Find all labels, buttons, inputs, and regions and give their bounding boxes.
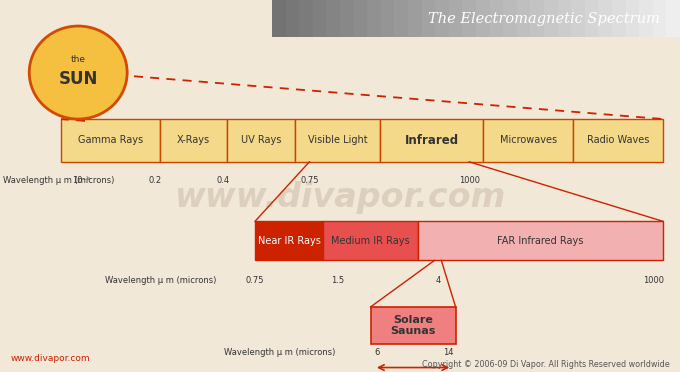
Bar xyxy=(255,221,323,260)
Bar xyxy=(490,0,505,37)
Bar xyxy=(394,0,409,37)
Text: Visible Light: Visible Light xyxy=(307,135,367,145)
Bar xyxy=(227,119,294,162)
Bar xyxy=(483,119,573,162)
Text: Copyright © 2006-09 Di Vapor. All Rights Reserved worldwide: Copyright © 2006-09 Di Vapor. All Rights… xyxy=(422,360,670,369)
Bar xyxy=(61,119,160,162)
Text: Medium IR Rays: Medium IR Rays xyxy=(331,236,410,246)
Bar xyxy=(160,119,227,162)
Bar xyxy=(558,0,573,37)
Bar xyxy=(598,0,613,37)
Text: Wavelength μ m (microns): Wavelength μ m (microns) xyxy=(105,276,217,285)
Text: 1.5: 1.5 xyxy=(331,276,345,285)
Text: www.divapor.com: www.divapor.com xyxy=(174,181,506,214)
Ellipse shape xyxy=(29,26,127,119)
Text: Radio Waves: Radio Waves xyxy=(587,135,649,145)
Bar xyxy=(435,0,450,37)
Bar xyxy=(354,0,369,37)
Text: 1000: 1000 xyxy=(643,276,664,285)
Bar xyxy=(530,0,545,37)
Bar xyxy=(367,0,382,37)
Text: Wavelength μ m (microns): Wavelength μ m (microns) xyxy=(3,176,115,185)
Bar xyxy=(449,0,464,37)
Bar xyxy=(653,0,668,37)
Text: 0.75: 0.75 xyxy=(300,176,319,185)
Bar xyxy=(323,221,418,260)
Text: 0.2: 0.2 xyxy=(148,176,162,185)
Bar xyxy=(408,0,423,37)
Text: 4: 4 xyxy=(435,276,441,285)
Bar xyxy=(666,0,680,37)
Bar xyxy=(326,0,341,37)
Bar xyxy=(476,0,491,37)
Bar xyxy=(639,0,654,37)
Bar xyxy=(612,0,627,37)
Text: Microwaves: Microwaves xyxy=(500,135,557,145)
Bar xyxy=(626,0,641,37)
Text: X-Rays: X-Rays xyxy=(177,135,210,145)
Bar xyxy=(272,0,287,37)
Bar xyxy=(380,119,483,162)
Bar xyxy=(381,0,396,37)
Text: Wavelength μ m (microns): Wavelength μ m (microns) xyxy=(224,348,336,357)
Text: www.divapor.com: www.divapor.com xyxy=(10,355,90,363)
Bar xyxy=(371,307,456,344)
Text: 14: 14 xyxy=(443,348,454,357)
Text: FAR Infrared Rays: FAR Infrared Rays xyxy=(497,236,584,246)
Text: the: the xyxy=(71,55,86,64)
Bar xyxy=(313,0,328,37)
Bar xyxy=(585,0,600,37)
Text: Gamma Rays: Gamma Rays xyxy=(78,135,143,145)
Bar xyxy=(517,0,532,37)
Text: 0.75: 0.75 xyxy=(245,276,265,285)
Text: 6: 6 xyxy=(375,348,380,357)
Bar xyxy=(418,221,663,260)
Bar xyxy=(462,0,477,37)
Bar xyxy=(286,0,301,37)
Bar xyxy=(340,0,355,37)
Bar xyxy=(571,0,586,37)
Text: UV Rays: UV Rays xyxy=(241,135,282,145)
Text: SUN: SUN xyxy=(58,70,98,88)
Text: Infrared: Infrared xyxy=(405,134,459,147)
Text: 0.4: 0.4 xyxy=(216,176,230,185)
Text: 1000: 1000 xyxy=(459,176,479,185)
Bar xyxy=(573,119,663,162)
Text: 10⁻⁵: 10⁻⁵ xyxy=(73,176,90,185)
Bar xyxy=(422,0,437,37)
Bar xyxy=(294,119,380,162)
Bar xyxy=(299,0,314,37)
Bar xyxy=(503,0,518,37)
Text: Solare
Saunas: Solare Saunas xyxy=(390,315,436,336)
Text: Near IR Rays: Near IR Rays xyxy=(258,236,320,246)
Text: The Electromagnetic Spectrum: The Electromagnetic Spectrum xyxy=(428,12,660,26)
Bar xyxy=(544,0,559,37)
